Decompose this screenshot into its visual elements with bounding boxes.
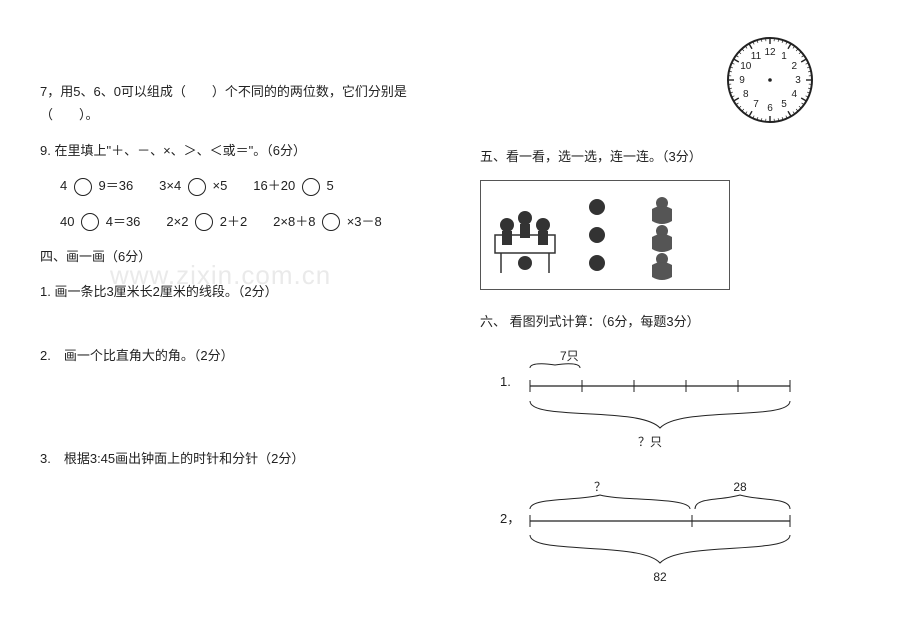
q9-r2-p0: 40 — [60, 214, 74, 229]
q9-r1-p2: ×5 16＋20 — [212, 178, 295, 193]
d2-82-label: 82 — [653, 570, 667, 584]
d1-prefix: 1. — [500, 374, 511, 389]
s4-q1: 1. 画一条比3厘米长2厘米的线段。（2分） — [40, 280, 440, 303]
svg-text:11: 11 — [751, 51, 762, 62]
q9-title: 9. 在里填上"＋、－、×、＞、＜或＝"。（6分） — [40, 139, 440, 162]
q9-r2-p1: 4＝36 2×2 — [106, 214, 189, 229]
d1-top-label: 7只 — [560, 349, 579, 363]
s5-title: 五、看一看，选一选，连一连。（3分） — [480, 145, 880, 168]
s4-q3: 3. 根据3:45画出钟面上的时针和分针（2分） — [40, 447, 440, 470]
svg-text:6: 6 — [767, 103, 773, 114]
circle-blank — [195, 213, 213, 231]
circle-blank — [81, 213, 99, 231]
d2-q-label: ？ — [594, 480, 606, 494]
picture-illustration — [487, 185, 727, 285]
diagram-2-svg: ？ 28 2， 82 — [480, 479, 820, 589]
circle-blank — [74, 178, 92, 196]
clock-face: 12 12 3 45678 9 1011 — [720, 30, 820, 133]
s4-title: 四、画一画（6分） — [40, 245, 440, 268]
svg-text:3: 3 — [795, 75, 801, 86]
q9-r1-p0: 4 — [60, 178, 67, 193]
svg-text:5: 5 — [781, 99, 787, 110]
svg-text:8: 8 — [743, 89, 749, 100]
circle-blank — [188, 178, 206, 196]
q9-r2-p2: 2＋2 2×8＋8 — [220, 214, 316, 229]
q9-r2-p3: ×3－8 — [347, 214, 382, 229]
d1-bottom-label: ？只 — [638, 435, 662, 449]
svg-text:9: 9 — [739, 75, 745, 86]
q7-text: 7，用5、6、0可以组成（ ）个不同的的两位数，它们分别是（ ）。 — [40, 80, 440, 127]
circle-blank — [302, 178, 320, 196]
svg-text:10: 10 — [740, 61, 752, 72]
svg-text:12: 12 — [764, 47, 776, 58]
q9-row2: 40 4＝36 2×2 2＋2 2×8＋8 ×3－8 — [40, 210, 440, 233]
svg-text:2: 2 — [791, 61, 797, 72]
picture-box — [480, 180, 730, 290]
d2-28-label: 28 — [733, 480, 747, 494]
circle-blank — [322, 213, 340, 231]
svg-text:1: 1 — [781, 51, 787, 62]
s4-q2: 2. 画一个比直角大的角。（2分） — [40, 344, 440, 367]
q9-row1: 4 9＝36 3×4 ×5 16＋20 5 — [40, 174, 440, 197]
svg-text:7: 7 — [753, 99, 759, 110]
q9-r1-p3: 5 — [326, 178, 333, 193]
q9-r1-p1: 9＝36 3×4 — [98, 178, 181, 193]
d2-prefix: 2， — [500, 511, 520, 526]
s6-title: 六、 看图列式计算：（6分，每题3分） — [480, 310, 880, 333]
svg-text:4: 4 — [791, 89, 797, 100]
diagram-1-svg: 7只 1. ？只 — [480, 346, 820, 456]
clock-svg: 12 12 3 45678 9 1011 — [720, 30, 820, 130]
diagram-1: 7只 1. ？只 — [480, 346, 880, 459]
diagram-2: ？ 28 2， 82 — [480, 479, 880, 592]
